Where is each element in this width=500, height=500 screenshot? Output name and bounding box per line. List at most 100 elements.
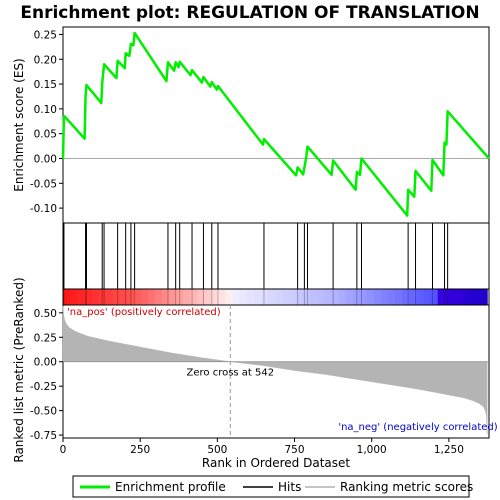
zero-cross-label: Zero cross at 542	[187, 367, 275, 378]
color-bar-segment	[388, 289, 396, 305]
enrichment-profile-line	[61, 31, 490, 217]
color-bar-segment	[260, 289, 269, 305]
color-bar-segment	[352, 289, 361, 305]
es-y-tick-label: 0.00	[34, 153, 57, 165]
color-bar-segment	[147, 289, 156, 305]
hits-panel	[62, 222, 490, 290]
metric-panel: -0.75 -0.50 -0.25 0.00 0.25 0.50 Zero cross a…	[30, 304, 498, 442]
color-bar-segment	[98, 289, 107, 305]
x-tick-label: 750	[284, 444, 304, 456]
es-y-tick-label: 0.15	[34, 79, 57, 91]
x-axis-title: Rank in Ordered Dataset	[202, 456, 350, 470]
color-bar-segment	[366, 289, 375, 305]
color-bar-segment	[239, 289, 248, 305]
x-axis-ticks: 0 250 500 750 1,000 1,250	[60, 438, 464, 456]
ranked-color-bar	[62, 288, 490, 306]
es-y-tick-label: 0.20	[34, 54, 57, 66]
legend: Enrichment profile Hits Ranking metric s…	[72, 475, 473, 498]
color-bar-segment	[190, 289, 198, 305]
color-bar-segment	[169, 289, 177, 305]
metric-y-tick-label: -0.25	[30, 381, 57, 393]
es-y-tick-label: 0.25	[34, 29, 57, 41]
es-y-tick-label: 0.10	[34, 104, 57, 116]
chart-title: Enrichment plot: REGULATION OF TRANSLATI…	[20, 3, 479, 23]
es-panel: -0.10 -0.05 0.00 0.05 0.10 0.15 0.20 0.25	[30, 26, 490, 224]
color-bar-segment	[303, 289, 312, 305]
color-bar-segment	[218, 289, 227, 305]
metric-y-tick-label: 0.50	[34, 308, 57, 320]
es-y-tick-label: -0.10	[30, 203, 57, 215]
hit-marks	[63, 223, 449, 289]
x-tick-label: 0	[60, 444, 67, 456]
es-panel-frame	[62, 26, 490, 224]
es-y-tick-label: -0.05	[30, 178, 57, 190]
color-bar-segment	[211, 289, 220, 305]
color-bar-segment	[395, 289, 403, 305]
color-bar-segment	[183, 289, 191, 305]
color-bar-segment	[416, 289, 425, 305]
enrichment-profile	[61, 31, 490, 217]
legend-enrichment-label: Enrichment profile	[115, 480, 226, 494]
color-bar-segment	[161, 289, 170, 305]
color-bar-segment	[154, 289, 163, 305]
es-y-ticks: -0.10 -0.05 0.00 0.05 0.10 0.15 0.20 0.25	[30, 29, 63, 215]
color-bar-segment	[381, 289, 389, 305]
metric-y-axis-title: Ranked list metric (PreRanked)	[12, 277, 26, 462]
color-bar-segment	[232, 289, 241, 305]
color-bar-segment	[480, 289, 488, 305]
color-bar-segment	[444, 289, 453, 305]
ranking-metric-fill	[62, 305, 488, 435]
color-bar-segment	[197, 289, 205, 305]
color-bar-segment	[63, 289, 71, 305]
metric-y-tick-label: -0.50	[30, 406, 57, 418]
color-bar-segment	[140, 289, 149, 305]
es-y-axis-title: Enrichment score (ES)	[12, 58, 26, 191]
color-bar-segment	[91, 289, 99, 305]
color-bar-segment	[70, 289, 78, 305]
color-bar-segment	[409, 289, 418, 305]
x-tick-label: 1,000	[357, 444, 387, 456]
metric-y-tick-label: -0.75	[30, 430, 57, 442]
color-bar-segment	[225, 289, 234, 305]
color-bar-segment	[112, 289, 121, 305]
color-bar-segment	[338, 289, 347, 305]
ranking-metric-area	[62, 305, 489, 435]
color-bar-segment	[374, 289, 382, 305]
color-bar-segment	[296, 289, 304, 305]
color-bar-segment	[204, 289, 213, 305]
color-bar-segment	[282, 289, 290, 305]
x-tick-label: 250	[130, 444, 150, 456]
color-bar-segment	[359, 289, 368, 305]
color-bar-segment	[317, 289, 326, 305]
x-tick-label: 1,250	[434, 444, 464, 456]
color-bar-segment	[451, 289, 460, 305]
color-bar-segment	[84, 289, 92, 305]
color-bar-segment	[253, 289, 262, 305]
color-bar-segment	[275, 289, 283, 305]
x-tick-label: 500	[207, 444, 227, 456]
color-bar-segment	[473, 289, 481, 305]
metric-y-tick-label: 0.00	[34, 357, 57, 369]
color-bar-segment	[289, 289, 297, 305]
color-bar-segment	[246, 289, 255, 305]
color-bar-segment	[465, 289, 474, 305]
color-bar-segment	[77, 289, 85, 305]
pos-correlated-label: 'na_pos' (positively correlated)	[67, 307, 221, 318]
color-bar-segment	[105, 289, 114, 305]
color-bar-segment	[345, 289, 354, 305]
color-bar-segment	[437, 289, 446, 305]
color-bar-segment	[423, 289, 432, 305]
color-bar-segment	[268, 289, 276, 305]
color-bar-segment	[402, 289, 410, 305]
color-bar-segment	[176, 289, 184, 305]
metric-y-tick-label: 0.25	[34, 332, 57, 344]
color-bar-segment	[430, 289, 439, 305]
color-bar-segment	[458, 289, 467, 305]
neg-correlated-label: 'na_neg' (negatively correlated)	[338, 422, 497, 433]
legend-metric-label: Ranking metric scores	[340, 480, 473, 494]
es-y-tick-label: 0.05	[34, 129, 57, 141]
color-bar-segment	[126, 289, 135, 305]
metric-y-ticks: -0.75 -0.50 -0.25 0.00 0.25 0.50	[30, 308, 63, 442]
color-bar-segment	[133, 289, 142, 305]
